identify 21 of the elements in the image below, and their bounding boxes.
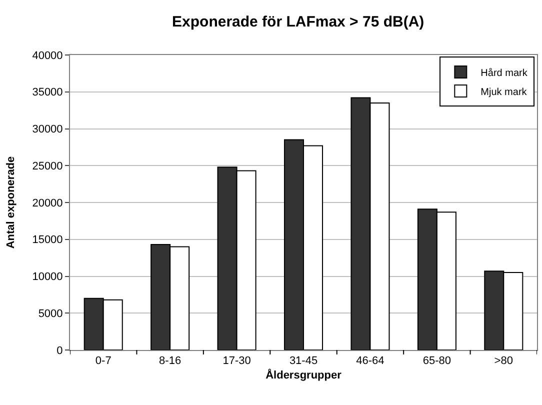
y-axis-title: Antal exponerade (4, 156, 17, 249)
legend-label: Hård mark (480, 66, 528, 79)
y-tick-label: 40000 (32, 50, 63, 62)
x-axis-title: Åldersgrupper (266, 368, 342, 382)
legend-label: Mjuk mark (480, 86, 528, 98)
x-tick-label: 8-16 (159, 355, 182, 368)
y-tick-label: 5000 (38, 308, 63, 320)
x-tick-label: >80 (494, 355, 513, 368)
x-tick-label: 65-80 (422, 355, 451, 368)
y-tick-label: 35000 (32, 86, 63, 99)
x-tick-label: 0-7 (95, 355, 112, 368)
y-tick-label: 0 (56, 344, 63, 357)
y-tick-label: 10000 (32, 271, 63, 284)
chart-title: Exponerade för LAFmax > 75 dB(A) (172, 14, 424, 31)
y-tick-label: 25000 (32, 160, 63, 172)
x-tick-label: 31-45 (289, 355, 318, 368)
y-tick-label: 30000 (32, 124, 63, 136)
x-tick-label: 17-30 (222, 355, 251, 368)
y-tick-label: 15000 (32, 234, 63, 246)
y-tick-label: 20000 (32, 197, 63, 210)
x-tick-label: 46-64 (356, 355, 384, 368)
